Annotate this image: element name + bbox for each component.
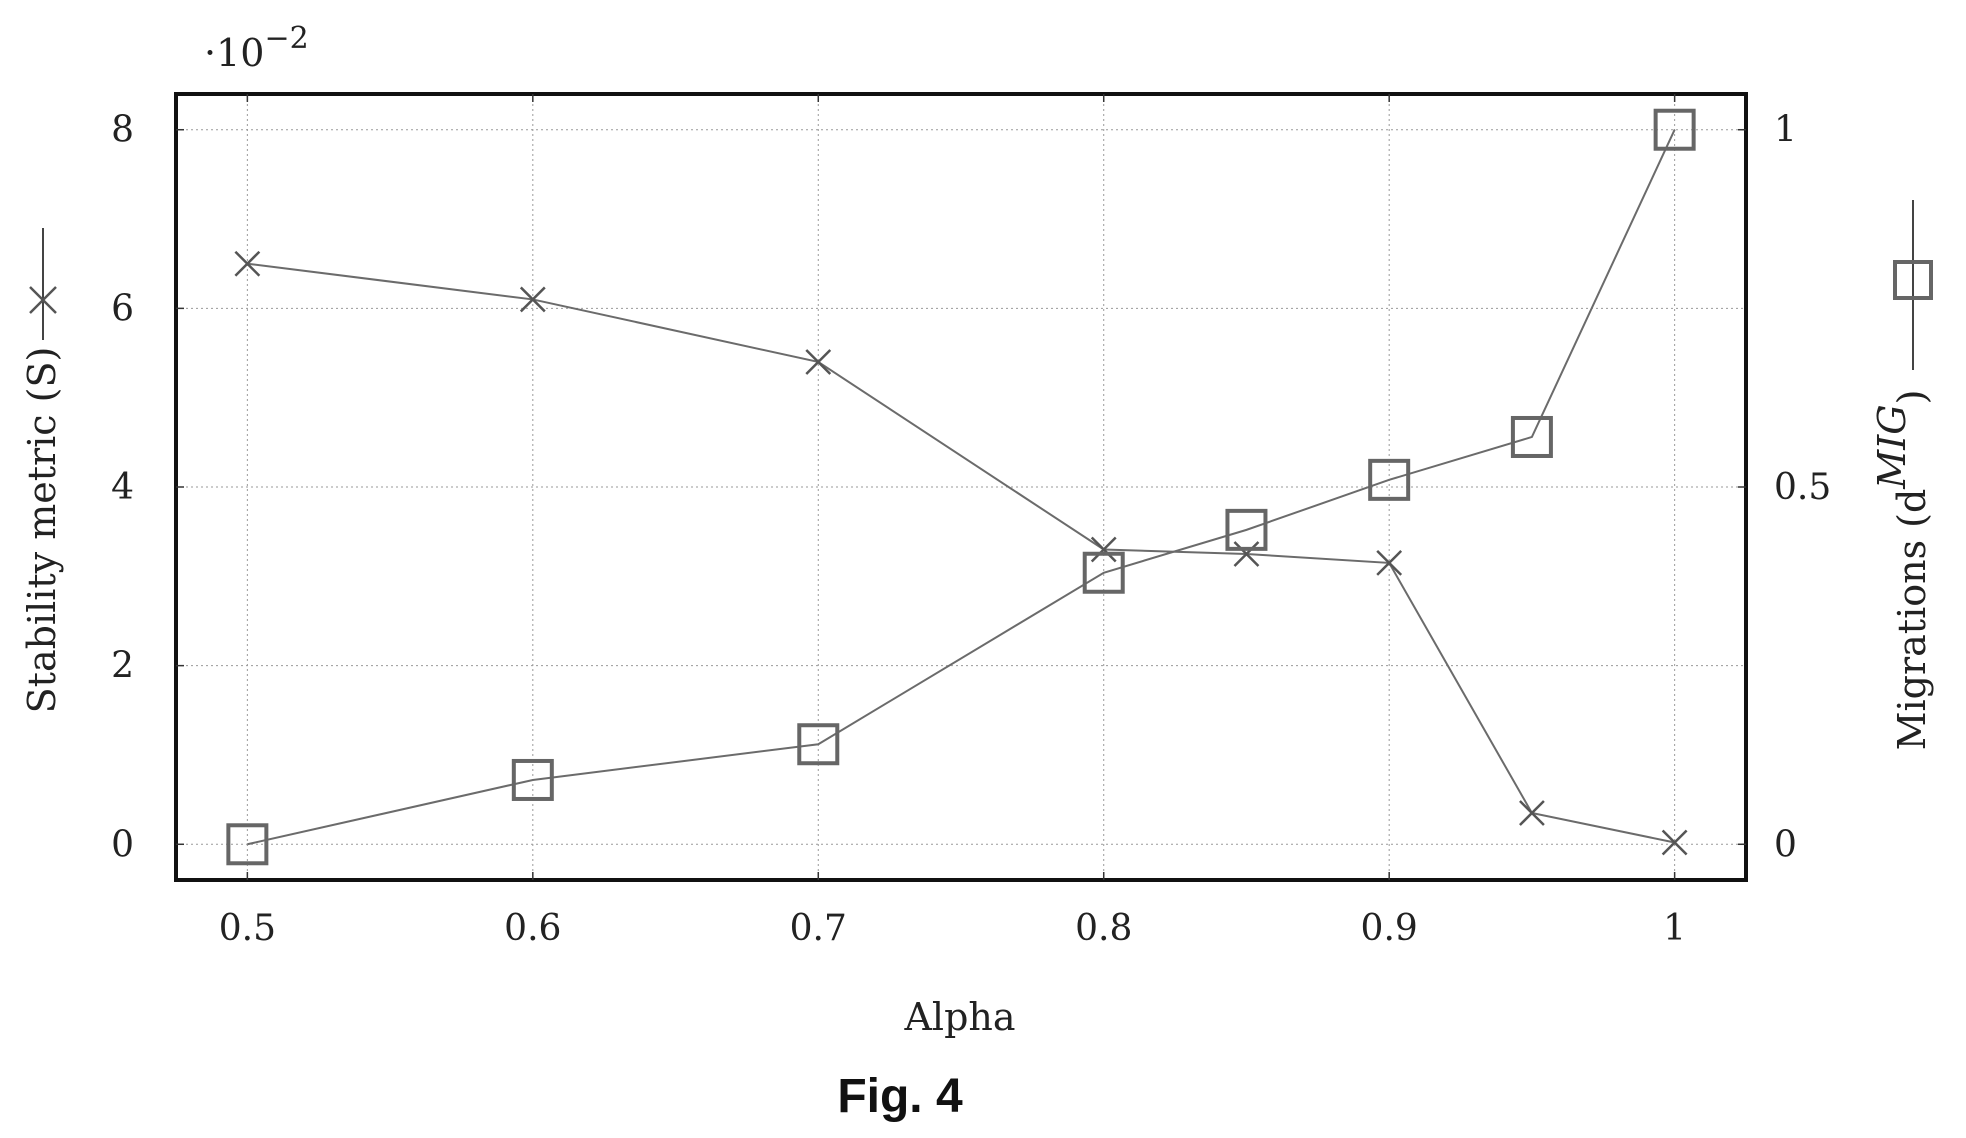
y-left-tick-label: 0 bbox=[111, 824, 134, 865]
cross-point bbox=[1661, 829, 1688, 856]
cross-point bbox=[234, 250, 261, 277]
cross-point bbox=[519, 286, 546, 313]
square-point bbox=[1368, 458, 1411, 501]
cross-point bbox=[1519, 800, 1545, 826]
square-point bbox=[511, 758, 554, 801]
square-point bbox=[797, 723, 840, 766]
series-layer bbox=[226, 108, 1696, 866]
right-axis-label: Migrations (dMIG) bbox=[1870, 390, 1934, 751]
right-axis-title: Migrations (dMIG) bbox=[1870, 200, 1934, 750]
y-left-tick-label: 4 bbox=[111, 467, 134, 508]
square-point bbox=[1510, 415, 1553, 458]
left-legend-cross-icon bbox=[29, 286, 57, 314]
cross-point bbox=[1233, 541, 1260, 567]
stability-series-line bbox=[247, 262, 1675, 844]
ticks: 0.5 0.6 0.7 0.8 0.9 1 0 2 4 6 8 0 0.5 1 bbox=[111, 94, 1831, 949]
migrations-series-line bbox=[247, 129, 1676, 846]
x-tick-label: 1 bbox=[1663, 908, 1686, 949]
left-axis-label: Stability metric (S) bbox=[20, 347, 64, 714]
y-left-tick-label: 2 bbox=[111, 646, 134, 687]
right-legend-square-icon bbox=[1893, 260, 1933, 300]
square-point bbox=[1653, 108, 1696, 151]
x-tick-label: 0.5 bbox=[219, 908, 276, 949]
y-right-tick-label: 0.5 bbox=[1774, 467, 1831, 508]
figure-caption: Fig. 4 bbox=[837, 1070, 963, 1123]
x-tick-label: 0.9 bbox=[1361, 908, 1418, 949]
x-tick-label: 0.8 bbox=[1075, 908, 1132, 949]
y-right-tick-label: 0 bbox=[1774, 824, 1797, 865]
square-point bbox=[1082, 551, 1125, 594]
left-axis-title: Stability metric (S) bbox=[20, 228, 64, 713]
cross-point bbox=[1090, 536, 1117, 563]
square-point bbox=[1225, 508, 1268, 551]
square-point bbox=[226, 823, 269, 866]
left-axis-multiplier: ·10−2 bbox=[204, 21, 309, 75]
y-right-tick-label: 1 bbox=[1774, 110, 1797, 151]
x-tick-label: 0.7 bbox=[790, 908, 847, 949]
cross-point bbox=[805, 349, 832, 375]
x-axis-label: Alpha bbox=[903, 995, 1015, 1039]
y-left-tick-label: 8 bbox=[111, 110, 134, 151]
grid bbox=[176, 94, 1746, 880]
y-left-tick-label: 6 bbox=[111, 288, 134, 329]
x-tick-label: 0.6 bbox=[504, 908, 561, 949]
cross-point bbox=[1376, 550, 1403, 576]
